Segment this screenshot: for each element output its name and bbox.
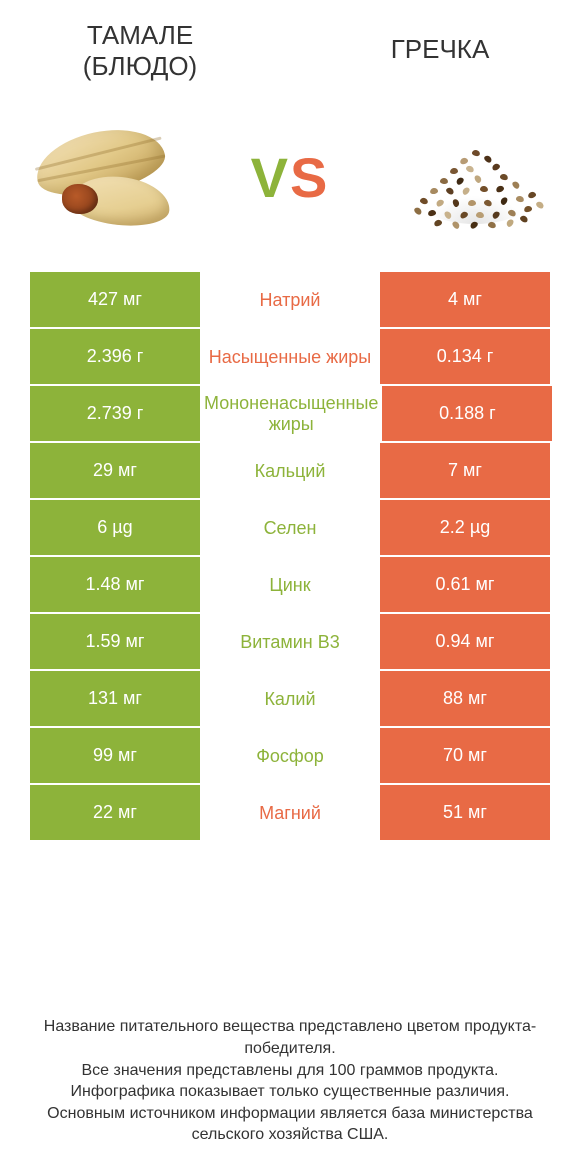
comparison-table: 427 мгНатрий4 мг2.396 гНасыщенные жиры0.… bbox=[0, 272, 580, 840]
cell-nutrient-label: Витамин B3 bbox=[200, 614, 380, 669]
table-row: 22 мгМагний51 мг bbox=[30, 785, 550, 840]
cell-left-value: 99 мг bbox=[30, 728, 200, 783]
cell-nutrient-label: Фосфор bbox=[200, 728, 380, 783]
cell-left-value: 131 мг bbox=[30, 671, 200, 726]
cell-left-value: 2.739 г bbox=[30, 386, 200, 441]
table-row: 1.59 мгВитамин B30.94 мг bbox=[30, 614, 550, 669]
cell-right-value: 2.2 µg bbox=[380, 500, 550, 555]
table-row: 99 мгФосфор70 мг bbox=[30, 728, 550, 783]
footer-note: Название питательного вещества представл… bbox=[30, 1016, 550, 1146]
cell-right-value: 0.188 г bbox=[382, 386, 552, 441]
cell-right-value: 88 мг bbox=[380, 671, 550, 726]
title-right: ГРЕЧКА bbox=[340, 34, 540, 82]
cell-nutrient-label: Мононенасыщенные жиры bbox=[200, 386, 382, 441]
cell-right-value: 4 мг bbox=[380, 272, 550, 327]
vs-s: S bbox=[290, 146, 329, 209]
cell-nutrient-label: Насыщенные жиры bbox=[200, 329, 380, 384]
cell-nutrient-label: Натрий bbox=[200, 272, 380, 327]
cell-nutrient-label: Цинк bbox=[200, 557, 380, 612]
table-row: 1.48 мгЦинк0.61 мг bbox=[30, 557, 550, 612]
cell-right-value: 70 мг bbox=[380, 728, 550, 783]
cell-nutrient-label: Калий bbox=[200, 671, 380, 726]
cell-left-value: 29 мг bbox=[30, 443, 200, 498]
table-row: 6 µgСелен2.2 µg bbox=[30, 500, 550, 555]
cell-left-value: 6 µg bbox=[30, 500, 200, 555]
table-row: 131 мгКалий88 мг bbox=[30, 671, 550, 726]
table-row: 427 мгНатрий4 мг bbox=[30, 272, 550, 327]
cell-right-value: 51 мг bbox=[380, 785, 550, 840]
cell-right-value: 0.94 мг bbox=[380, 614, 550, 669]
cell-nutrient-label: Кальций bbox=[200, 443, 380, 498]
footer-line2: Все значения представлены для 100 граммо… bbox=[81, 1062, 498, 1079]
image-tamale bbox=[30, 122, 180, 232]
header: ТАМАЛЕ (БЛЮДО) ГРЕЧКА bbox=[0, 0, 580, 92]
image-buckwheat bbox=[400, 122, 550, 232]
table-row: 29 мгКальций7 мг bbox=[30, 443, 550, 498]
cell-right-value: 0.61 мг bbox=[380, 557, 550, 612]
footer-line4: Основным источником информации является … bbox=[47, 1105, 533, 1144]
cell-left-value: 427 мг bbox=[30, 272, 200, 327]
cell-left-value: 22 мг bbox=[30, 785, 200, 840]
cell-nutrient-label: Селен bbox=[200, 500, 380, 555]
title-left: ТАМАЛЕ (БЛЮДО) bbox=[40, 20, 240, 82]
title-left-line2: (БЛЮДО) bbox=[83, 51, 197, 81]
title-right-text: ГРЕЧКА bbox=[391, 34, 490, 64]
title-left-line1: ТАМАЛЕ bbox=[87, 20, 193, 50]
cell-left-value: 1.48 мг bbox=[30, 557, 200, 612]
footer-line1: Название питательного вещества представл… bbox=[44, 1018, 536, 1057]
footer-line3: Инфографика показывает только существенн… bbox=[71, 1083, 510, 1100]
vs-row: VS bbox=[0, 92, 580, 272]
table-row: 2.396 гНасыщенные жиры0.134 г bbox=[30, 329, 550, 384]
cell-left-value: 1.59 мг bbox=[30, 614, 200, 669]
cell-right-value: 7 мг bbox=[380, 443, 550, 498]
cell-left-value: 2.396 г bbox=[30, 329, 200, 384]
cell-nutrient-label: Магний bbox=[200, 785, 380, 840]
cell-right-value: 0.134 г bbox=[380, 329, 550, 384]
vs-v: V bbox=[251, 146, 290, 209]
table-row: 2.739 гМононенасыщенные жиры0.188 г bbox=[30, 386, 550, 441]
vs-badge: VS bbox=[251, 145, 330, 210]
